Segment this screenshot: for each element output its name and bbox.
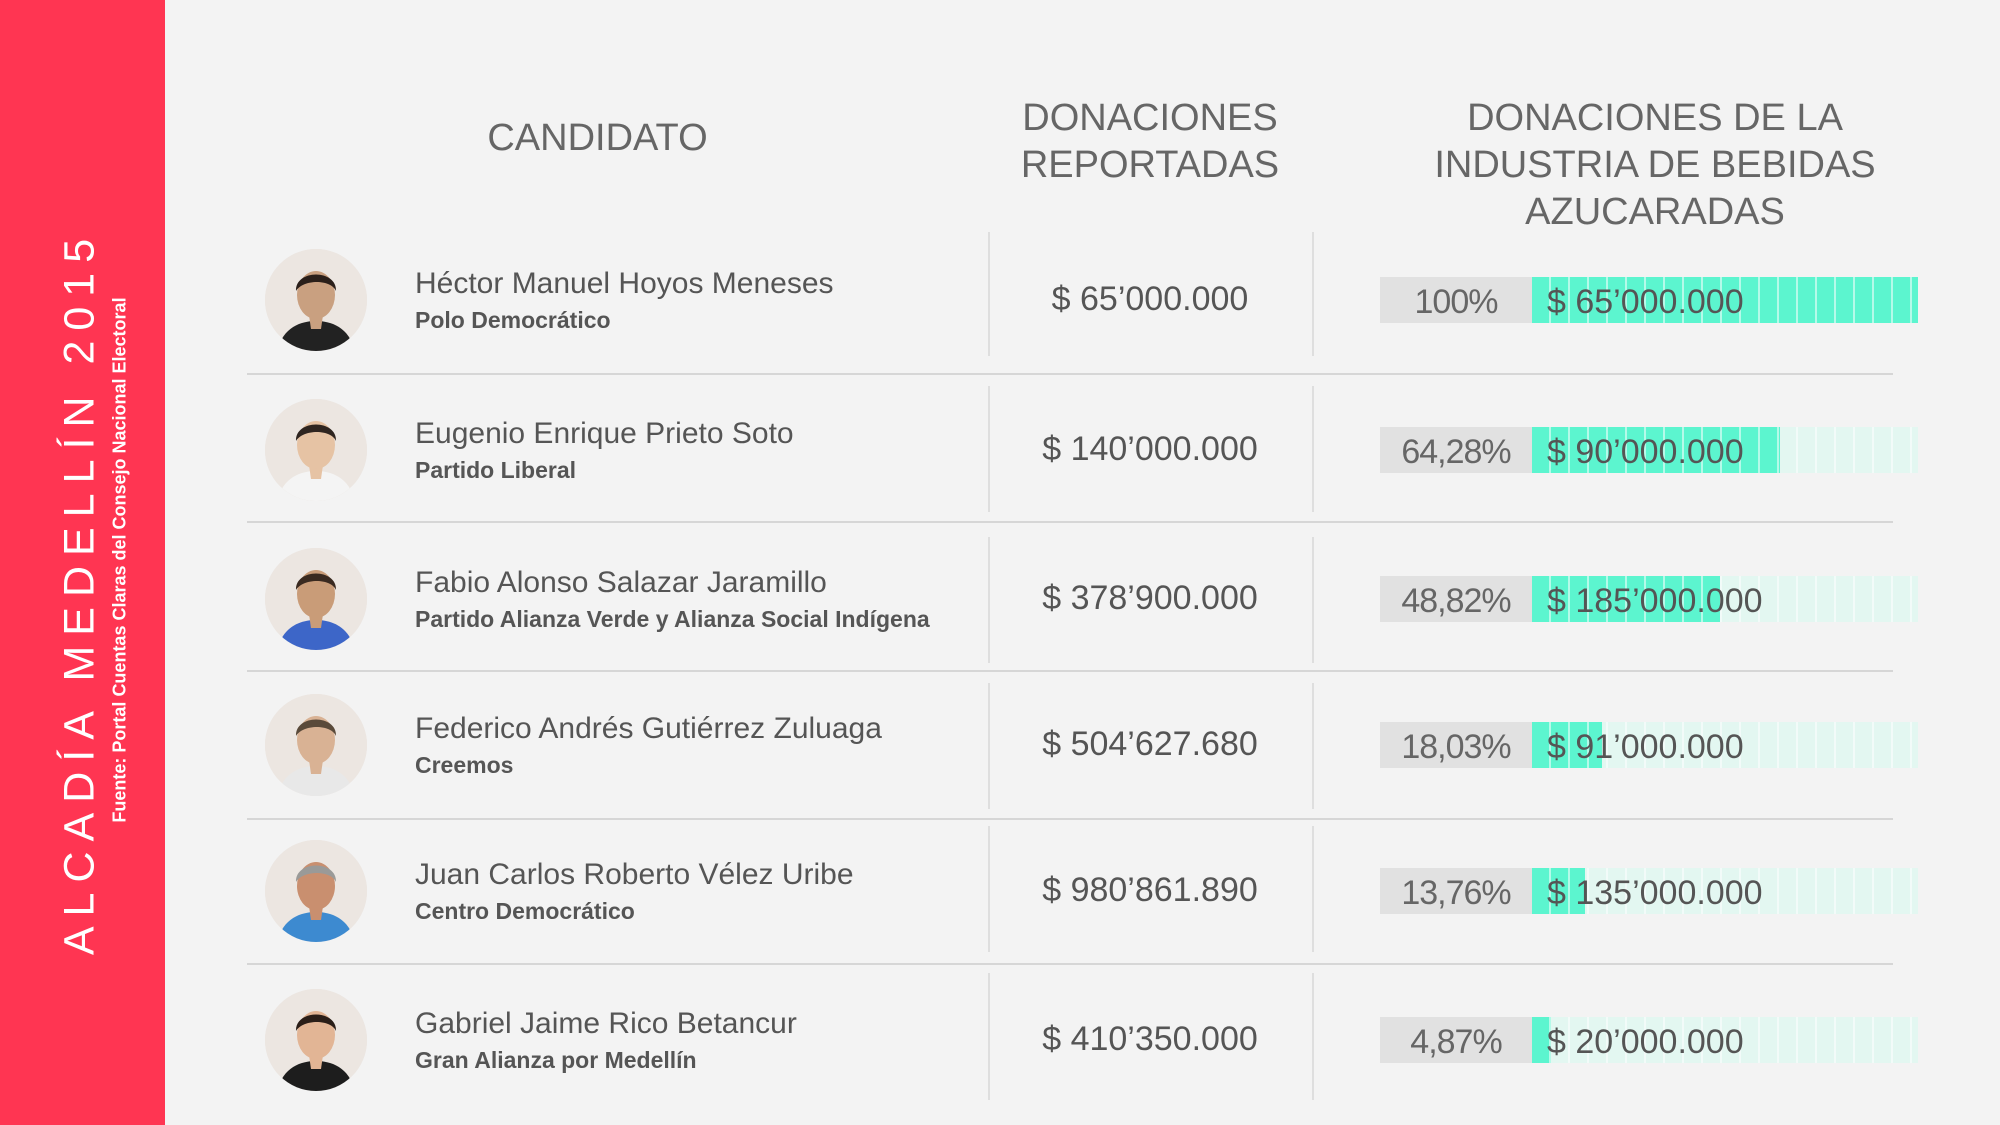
- reported-donations: $ 980’861.890: [1042, 871, 1258, 909]
- column-separator: [1312, 386, 1314, 512]
- header-industry: DONACIONES DE LA INDUSTRIA DE BEBIDAS AZ…: [1434, 97, 1876, 233]
- candidate-party: Partido Alianza Verde y Alianza Social I…: [415, 606, 930, 632]
- column-separator: [1312, 973, 1314, 1100]
- reported-donations: $ 504’627.680: [1042, 725, 1258, 763]
- industry-amount: $ 20’000.000: [1547, 1023, 1744, 1061]
- header-donations: DONACIONES REPORTADAS: [1020, 97, 1280, 186]
- industry-percentage: 100%: [1380, 277, 1532, 323]
- industry-bar: $ 65’000.000: [1532, 277, 1918, 323]
- column-separator: [988, 537, 990, 663]
- row-divider: [247, 670, 1893, 672]
- bar-segments: [1532, 576, 1918, 622]
- avatar: [265, 548, 367, 650]
- candidate-name: Juan Carlos Roberto Vélez Uribe: [415, 858, 854, 891]
- candidate-party: Partido Liberal: [415, 457, 577, 483]
- reported-donations: $ 410’350.000: [1042, 1020, 1258, 1058]
- candidate-name: Fabio Alonso Salazar Jaramillo: [415, 566, 827, 599]
- industry-amount: $ 185’000.000: [1547, 582, 1763, 620]
- column-separator: [1312, 537, 1314, 663]
- bar-segments: [1532, 427, 1918, 473]
- column-separator: [988, 973, 990, 1100]
- candidate-name: Federico Andrés Gutiérrez Zuluaga: [415, 712, 882, 745]
- column-separator: [1312, 683, 1314, 809]
- reported-donations: $ 140’000.000: [1042, 430, 1258, 468]
- candidate-party: Creemos: [415, 752, 514, 778]
- candidate-party: Gran Alianza por Medellín: [415, 1047, 697, 1073]
- candidate-name: Eugenio Enrique Prieto Soto: [415, 417, 794, 450]
- reported-donations: $ 65’000.000: [1051, 280, 1249, 318]
- bar-segments: [1532, 1017, 1918, 1063]
- industry-percentage: 48,82%: [1380, 576, 1532, 622]
- column-separator: [988, 683, 990, 809]
- avatar: [265, 694, 367, 796]
- column-separator: [1312, 232, 1314, 356]
- row-divider: [247, 963, 1893, 965]
- industry-percentage: 13,76%: [1380, 868, 1532, 914]
- industry-bar: $ 20’000.000: [1532, 1017, 1918, 1063]
- avatar: [265, 399, 367, 501]
- person-photo-icon: [265, 249, 367, 351]
- header-candidate: CANDIDATO: [487, 117, 708, 159]
- candidate-name: Gabriel Jaime Rico Betancur: [415, 1007, 797, 1040]
- avatar: [265, 840, 367, 942]
- row-divider: [247, 818, 1893, 820]
- bar-segments: [1532, 722, 1918, 768]
- source-note: Fuente: Portal Cuentas Claras del Consej…: [109, 297, 130, 823]
- reported-donations: $ 378’900.000: [1042, 579, 1258, 617]
- row-divider: [247, 521, 1893, 523]
- person-photo-icon: [265, 548, 367, 650]
- industry-bar: $ 185’000.000: [1532, 576, 1918, 622]
- candidate-party: Polo Democrático: [415, 307, 611, 333]
- industry-amount: $ 65’000.000: [1547, 283, 1744, 321]
- bar-segments: [1532, 277, 1918, 323]
- column-separator: [988, 386, 990, 512]
- industry-percentage: 18,03%: [1380, 722, 1532, 768]
- industry-amount: $ 90’000.000: [1547, 433, 1744, 471]
- person-photo-icon: [265, 840, 367, 942]
- industry-percentage: 4,87%: [1380, 1017, 1532, 1063]
- industry-amount: $ 135’000.000: [1547, 874, 1763, 912]
- row-divider: [247, 373, 1893, 375]
- industry-amount: $ 91’000.000: [1547, 728, 1744, 766]
- bar-segments: [1532, 868, 1918, 914]
- candidate-name: Héctor Manuel Hoyos Meneses: [415, 267, 834, 300]
- person-photo-icon: [265, 989, 367, 1091]
- avatar: [265, 989, 367, 1091]
- industry-bar: $ 135’000.000: [1532, 868, 1918, 914]
- industry-bar: $ 90’000.000: [1532, 427, 1918, 473]
- person-photo-icon: [265, 694, 367, 796]
- column-separator: [988, 826, 990, 952]
- sidebar: ALCADÍA MEDELLÍN 2015 Fuente: Portal Cue…: [0, 0, 165, 1125]
- column-separator: [988, 232, 990, 356]
- industry-percentage: 64,28%: [1380, 427, 1532, 473]
- industry-bar: $ 91’000.000: [1532, 722, 1918, 768]
- avatar: [265, 249, 367, 351]
- person-photo-icon: [265, 399, 367, 501]
- candidate-party: Centro Democrático: [415, 898, 635, 924]
- column-separator: [1312, 826, 1314, 952]
- sidebar-title: ALCADÍA MEDELLÍN 2015: [55, 228, 104, 956]
